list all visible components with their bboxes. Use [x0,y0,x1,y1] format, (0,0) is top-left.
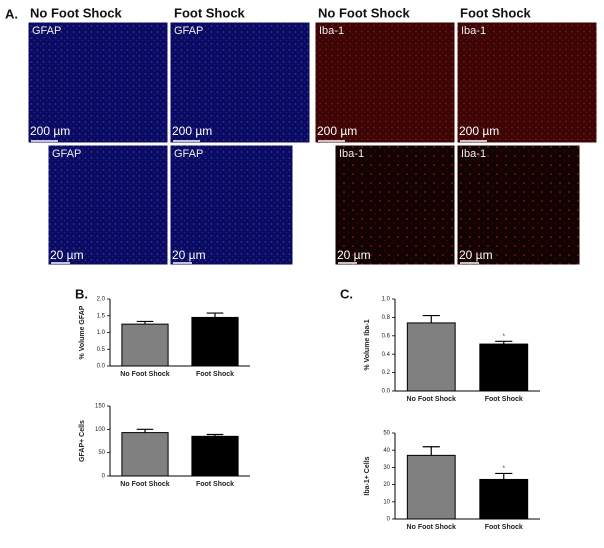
micrograph [334,144,456,266]
significance-mark: * [503,466,506,472]
y-tick-label: 50 [98,450,105,456]
micrograph [47,144,169,266]
panel-label: C. [340,286,353,301]
category-label: No Foot Shock [120,371,169,378]
scale-bar-label: 200 µm [459,124,499,138]
y-axis-label: % Volume GFAP [79,305,86,359]
scale-bar-label: 20 µm [50,248,84,262]
bar [479,478,529,520]
y-tick-label: 0.5 [97,347,106,353]
panel-label: B. [75,286,88,301]
image-label: GFAP [32,25,61,37]
error-bar [136,320,154,325]
category-label: No Foot Shock [407,396,456,403]
category-label: Foot Shock [485,396,523,403]
micrograph [456,21,598,144]
y-axis-label: GFAP+ Cells [79,420,86,462]
scale-bar-label: 200 µm [317,124,357,138]
y-axis-label: Iba-1+ Cells [364,456,371,495]
y-tick-label: 1.0 [382,297,391,303]
y-tick-label: 40 [383,448,390,454]
y-tick-label: 30 [383,465,390,471]
category-label: No Foot Shock [407,524,456,531]
image-label: Iba-1 [319,25,344,37]
y-tick-label: 20 [383,482,390,488]
y-tick-label: 0 [102,474,106,480]
category-label: Foot Shock [485,524,523,531]
micrograph [27,21,169,144]
y-tick-label: 0.2 [382,370,391,376]
bar [121,432,169,477]
scale-bar-label: 20 µm [459,248,493,262]
y-tick-label: 0.0 [97,364,106,370]
image-label: Iba-1 [461,148,486,160]
error-bar [422,446,440,456]
bar [191,316,239,367]
panel-label: A. [5,6,18,21]
y-axis-label: % Volume Iba-1 [364,319,371,370]
error-bar [495,472,513,480]
category-label: No Foot Shock [120,481,169,488]
column-header: No Foot Shock [318,5,410,20]
y-tick-label: 0.8 [382,315,391,321]
y-tick-label: 2.0 [97,297,106,303]
micrograph [456,144,581,266]
bar [406,322,456,392]
column-header: Foot Shock [174,5,246,20]
category-label: Foot Shock [196,371,234,378]
bar [406,454,456,520]
y-tick-label: 0 [387,517,391,523]
y-tick-label: 150 [95,404,106,410]
y-tick-label: 100 [95,427,106,433]
error-bar [136,428,154,433]
scale-bar-label: 20 µm [172,248,206,262]
significance-mark: * [503,334,506,340]
micrograph [169,21,311,144]
error-bar [206,312,224,318]
y-tick-label: 1.0 [97,330,106,336]
bar [191,435,239,477]
category-label: Foot Shock [196,481,234,488]
error-bar [422,314,440,323]
image-label: GFAP [174,25,203,37]
error-bar [206,433,224,437]
y-tick-label: 0.0 [382,389,391,395]
scale-bar-label: 200 µm [30,124,70,138]
y-tick-label: 0.6 [382,333,391,339]
micrograph [169,144,294,266]
image-label: Iba-1 [461,25,486,37]
micrograph [314,21,456,144]
column-header: Foot Shock [460,5,532,20]
y-tick-label: 50 [383,431,390,437]
y-tick-label: 0.4 [382,352,391,358]
bar [121,323,169,367]
column-header: No Foot Shock [30,5,122,20]
image-label: GFAP [174,148,203,160]
image-label: GFAP [52,148,81,160]
y-tick-label: 10 [383,499,390,505]
scale-bar-label: 20 µm [337,248,371,262]
scale-bar-label: 200 µm [172,124,212,138]
y-tick-label: 1.5 [97,313,106,319]
image-label: Iba-1 [339,148,364,160]
error-bar [495,340,513,345]
bar [479,343,529,392]
